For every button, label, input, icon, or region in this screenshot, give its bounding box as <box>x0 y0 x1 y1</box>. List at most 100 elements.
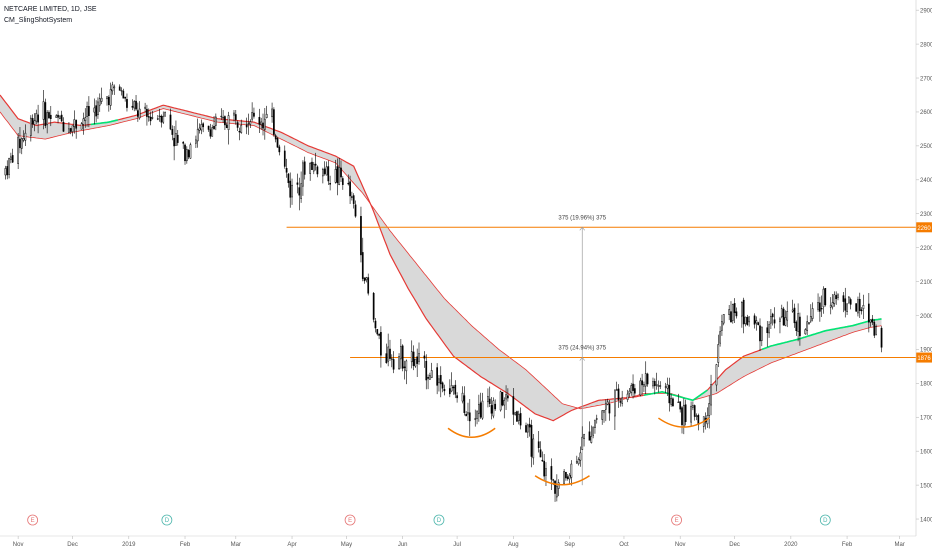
candle-body <box>158 115 161 118</box>
candle-body <box>681 407 683 426</box>
time-tick-label: Mar <box>231 542 241 548</box>
time-axis[interactable]: Nov Dec 2019 Feb Mar Apr May Jun Jul Aug Sep Oct Nov… <box>0 535 916 548</box>
candle-body <box>537 441 540 449</box>
candle-body <box>819 302 821 312</box>
candle-body <box>880 327 883 348</box>
candle-body <box>312 163 315 172</box>
candle-body <box>84 117 87 122</box>
candle-body <box>225 124 228 129</box>
candle-body <box>287 173 290 184</box>
candle-body <box>438 378 440 384</box>
candle-body <box>454 384 457 395</box>
candle-body <box>106 96 108 100</box>
candle-body <box>367 277 370 294</box>
candle-body <box>728 309 731 315</box>
candle-body <box>557 482 560 489</box>
candle-body <box>33 120 36 125</box>
candle-body <box>621 397 624 404</box>
horizontal-levels[interactable]: 2260 1876 <box>286 222 932 363</box>
candle-body <box>595 418 598 420</box>
candle-body <box>837 294 839 298</box>
candle-body <box>741 302 743 317</box>
candle-body <box>289 180 292 198</box>
bottom-arcs <box>447 417 710 486</box>
candle-body <box>835 295 838 300</box>
candle-body <box>512 396 515 415</box>
candle-body <box>182 141 185 144</box>
candle-body <box>300 183 302 199</box>
candle-body <box>465 413 468 417</box>
candle-body <box>302 162 304 187</box>
candle-body <box>448 388 451 395</box>
candle-body <box>748 316 750 323</box>
candle-body <box>376 329 379 335</box>
time-tick-label: Apr <box>287 542 296 548</box>
earnings-marker-label: E <box>675 518 679 524</box>
price-level-label: 1876 <box>917 356 931 362</box>
price-tick-label: 2400 <box>920 178 932 184</box>
candle-body <box>657 385 660 387</box>
candle-body <box>124 96 127 99</box>
candle-body <box>151 117 154 119</box>
candle-body <box>262 122 264 129</box>
candle-body <box>862 305 865 309</box>
candle-body <box>80 123 83 130</box>
candle-body <box>563 471 565 485</box>
candle-body <box>487 396 489 403</box>
candle-body <box>249 121 252 125</box>
dividend-marker <box>161 514 173 526</box>
candle-body <box>234 114 237 120</box>
candle-body <box>615 389 618 391</box>
symbol-title[interactable]: NETCARE LIMITED, 1D, JSE <box>4 6 97 13</box>
candle-body <box>677 401 680 403</box>
candle-body <box>405 360 408 372</box>
indicator-title[interactable]: CM_SlingShotSystem <box>4 17 73 24</box>
candle-body <box>715 364 718 386</box>
candle-body <box>120 90 123 92</box>
candle-body <box>401 345 404 369</box>
candle-body <box>603 410 605 413</box>
candle-body <box>171 129 174 135</box>
candle-body <box>626 393 629 400</box>
earnings-marker <box>671 514 682 526</box>
candle-body <box>95 105 97 117</box>
candle-body <box>829 304 832 308</box>
candle-body <box>354 204 357 217</box>
candle-body <box>224 116 226 126</box>
candle-body <box>655 384 658 386</box>
time-tick-label: May <box>341 542 352 548</box>
candle-body <box>505 394 507 400</box>
candle-body <box>311 161 313 170</box>
candle-body <box>519 413 522 426</box>
candle-body <box>278 146 281 153</box>
candle-body <box>539 449 542 458</box>
candle-body <box>185 148 188 162</box>
candle-body <box>817 302 819 310</box>
candle-body <box>468 412 471 422</box>
candle-body <box>164 112 166 117</box>
chart-legend: NETCARE LIMITED, 1D, JSE CM_SlingShotSys… <box>4 4 97 26</box>
candle-body <box>632 383 634 391</box>
candle-body <box>360 216 362 256</box>
price-axis[interactable]: 1400 1500 1600 1700 1800 1900 2000 2100 2200 2300… <box>915 0 932 536</box>
candle-body <box>247 123 250 125</box>
candle-body <box>135 100 137 110</box>
price-tick-label: 2200 <box>920 246 932 252</box>
candle-body <box>456 395 458 399</box>
time-tick-label: Jun <box>398 542 408 548</box>
price-tick-label: 1800 <box>920 382 932 388</box>
candle-body <box>222 116 224 119</box>
candle-body <box>107 96 110 105</box>
candle-body <box>236 122 239 128</box>
bottom-arc <box>447 427 496 438</box>
candle-body <box>351 196 353 198</box>
candle-body <box>385 353 388 364</box>
candle-body <box>209 129 212 137</box>
candle-body <box>668 385 671 404</box>
candle-body <box>214 116 217 126</box>
candle-body <box>666 384 669 389</box>
candle-body <box>771 313 774 318</box>
price-level-tag <box>916 352 932 363</box>
